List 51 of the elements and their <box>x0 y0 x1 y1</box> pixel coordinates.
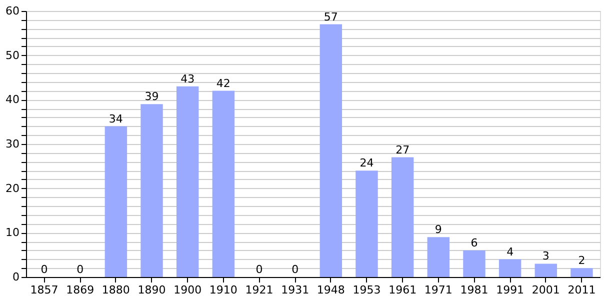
x-tick-label: 1961 <box>388 284 417 296</box>
x-tick-label: 1857 <box>30 284 58 296</box>
data-label: 0 <box>256 263 263 276</box>
x-tick-label: 1880 <box>102 284 130 296</box>
x-tick-label: 1948 <box>316 284 345 296</box>
data-label: 0 <box>76 263 84 276</box>
data-label: 9 <box>434 223 442 236</box>
x-tick-label: 1953 <box>352 284 381 296</box>
bar <box>356 170 378 277</box>
bar <box>140 104 163 277</box>
data-label: 24 <box>360 156 374 170</box>
y-tick-label: 50 <box>6 48 20 62</box>
data-label: 0 <box>292 263 299 276</box>
data-label: 42 <box>216 76 230 90</box>
x-tick-label: 1921 <box>245 284 274 296</box>
data-label: 39 <box>144 90 159 104</box>
y-tick-label: 40 <box>6 93 20 106</box>
x-tick-label: 2011 <box>568 284 596 296</box>
bar <box>212 90 235 277</box>
data-label: 2 <box>578 254 586 268</box>
bar <box>176 86 199 277</box>
data-label: 43 <box>180 72 195 86</box>
bar <box>463 250 486 277</box>
data-label: 57 <box>324 10 338 24</box>
bar <box>391 157 414 277</box>
x-tick-label: 1890 <box>138 284 166 296</box>
data-label: 4 <box>506 245 514 258</box>
data-label: 3 <box>542 250 550 263</box>
x-tick-label: 1981 <box>460 284 488 296</box>
y-tick-label: 20 <box>6 182 20 195</box>
x-tick-label: 1869 <box>66 284 94 296</box>
x-tick-label: 1900 <box>174 284 202 296</box>
y-tick-label: 60 <box>6 4 20 18</box>
bar <box>570 268 593 277</box>
bar <box>427 237 450 277</box>
x-tick-label: 1991 <box>496 284 524 296</box>
data-label: 6 <box>470 236 478 250</box>
y-tick-label: 10 <box>6 226 20 240</box>
data-label: 34 <box>108 112 123 126</box>
x-tick-label: 2001 <box>532 284 560 296</box>
x-tick-label: 1910 <box>209 284 238 296</box>
y-tick-label: 30 <box>6 138 20 150</box>
bar <box>320 24 342 277</box>
x-tick-label: 1971 <box>424 284 452 296</box>
y-tick-label: 0 <box>12 270 20 284</box>
bar <box>104 126 128 277</box>
bar <box>534 264 558 277</box>
bar <box>498 259 522 277</box>
data-label: 27 <box>396 143 410 156</box>
data-label: 0 <box>40 263 48 276</box>
x-tick-label: 1931 <box>281 284 310 296</box>
